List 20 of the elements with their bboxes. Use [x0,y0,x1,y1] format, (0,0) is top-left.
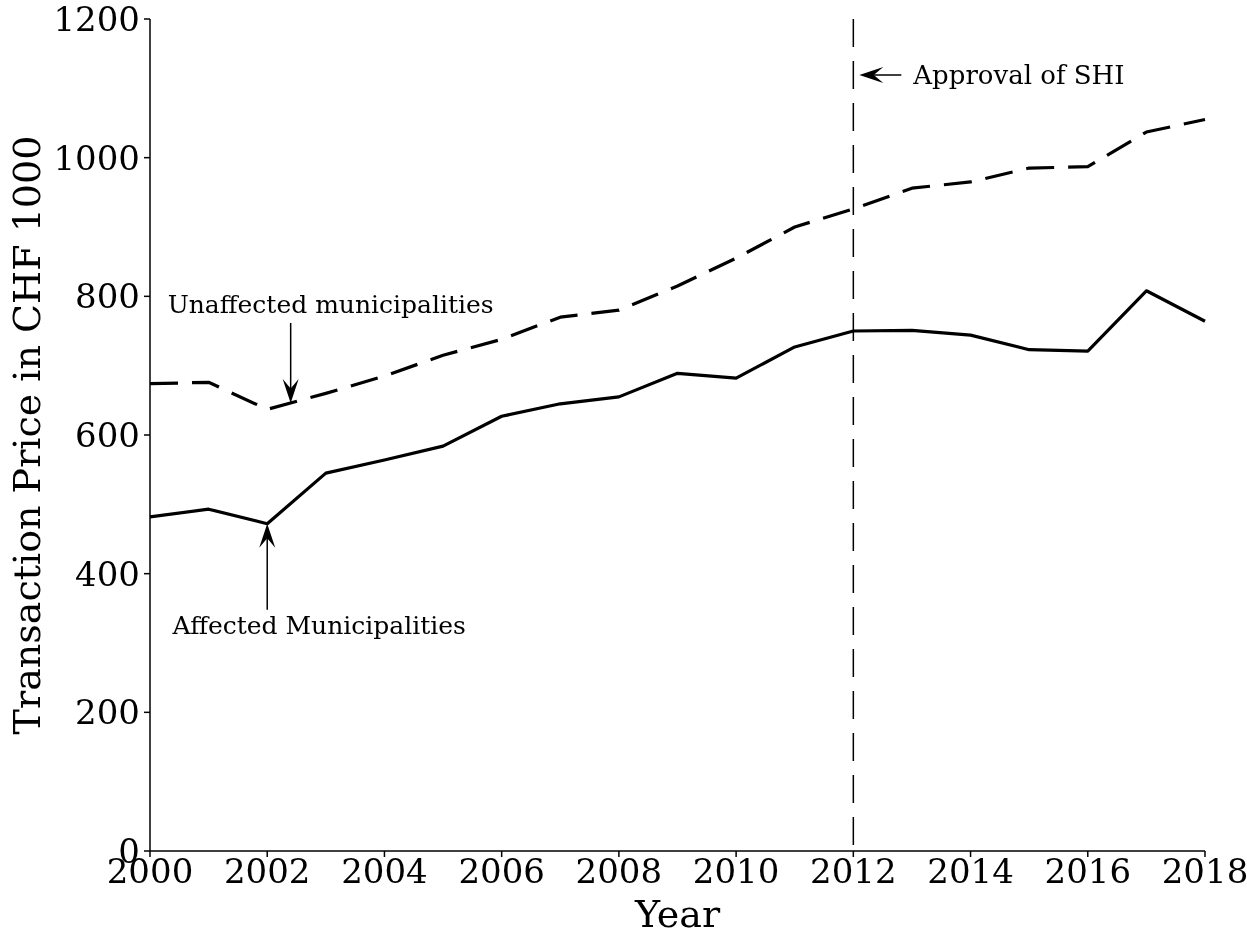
y-tick-label: 800 [75,276,140,317]
x-tick-label: 2018 [1161,851,1247,891]
y-tick-label: 600 [75,415,140,455]
x-tick-label: 2016 [1044,851,1132,891]
x-tick-label: 2002 [223,851,311,891]
x-tick-label: 2010 [692,851,780,891]
ref-line-label: Approval of SHI [912,60,1125,90]
annotation: Affected Municipalities [171,610,466,640]
x-tick-label: 2014 [927,851,1014,891]
x-tick-label: 2012 [810,851,897,891]
y-tick-label: 1000 [53,137,140,178]
x-tick-label: 2004 [341,851,428,891]
x-axis-title: Year [633,892,721,933]
y-tick-label: 400 [75,553,140,594]
x-tick-label: 2008 [575,851,663,891]
y-tick-label: 1200 [53,0,140,39]
x-tick-label: 2006 [458,851,545,891]
annotation: Unaffected municipalities [167,289,494,319]
y-axis-title: Transaction Price in CHF 1000 [5,135,49,735]
y-tick-label: 200 [75,692,140,733]
